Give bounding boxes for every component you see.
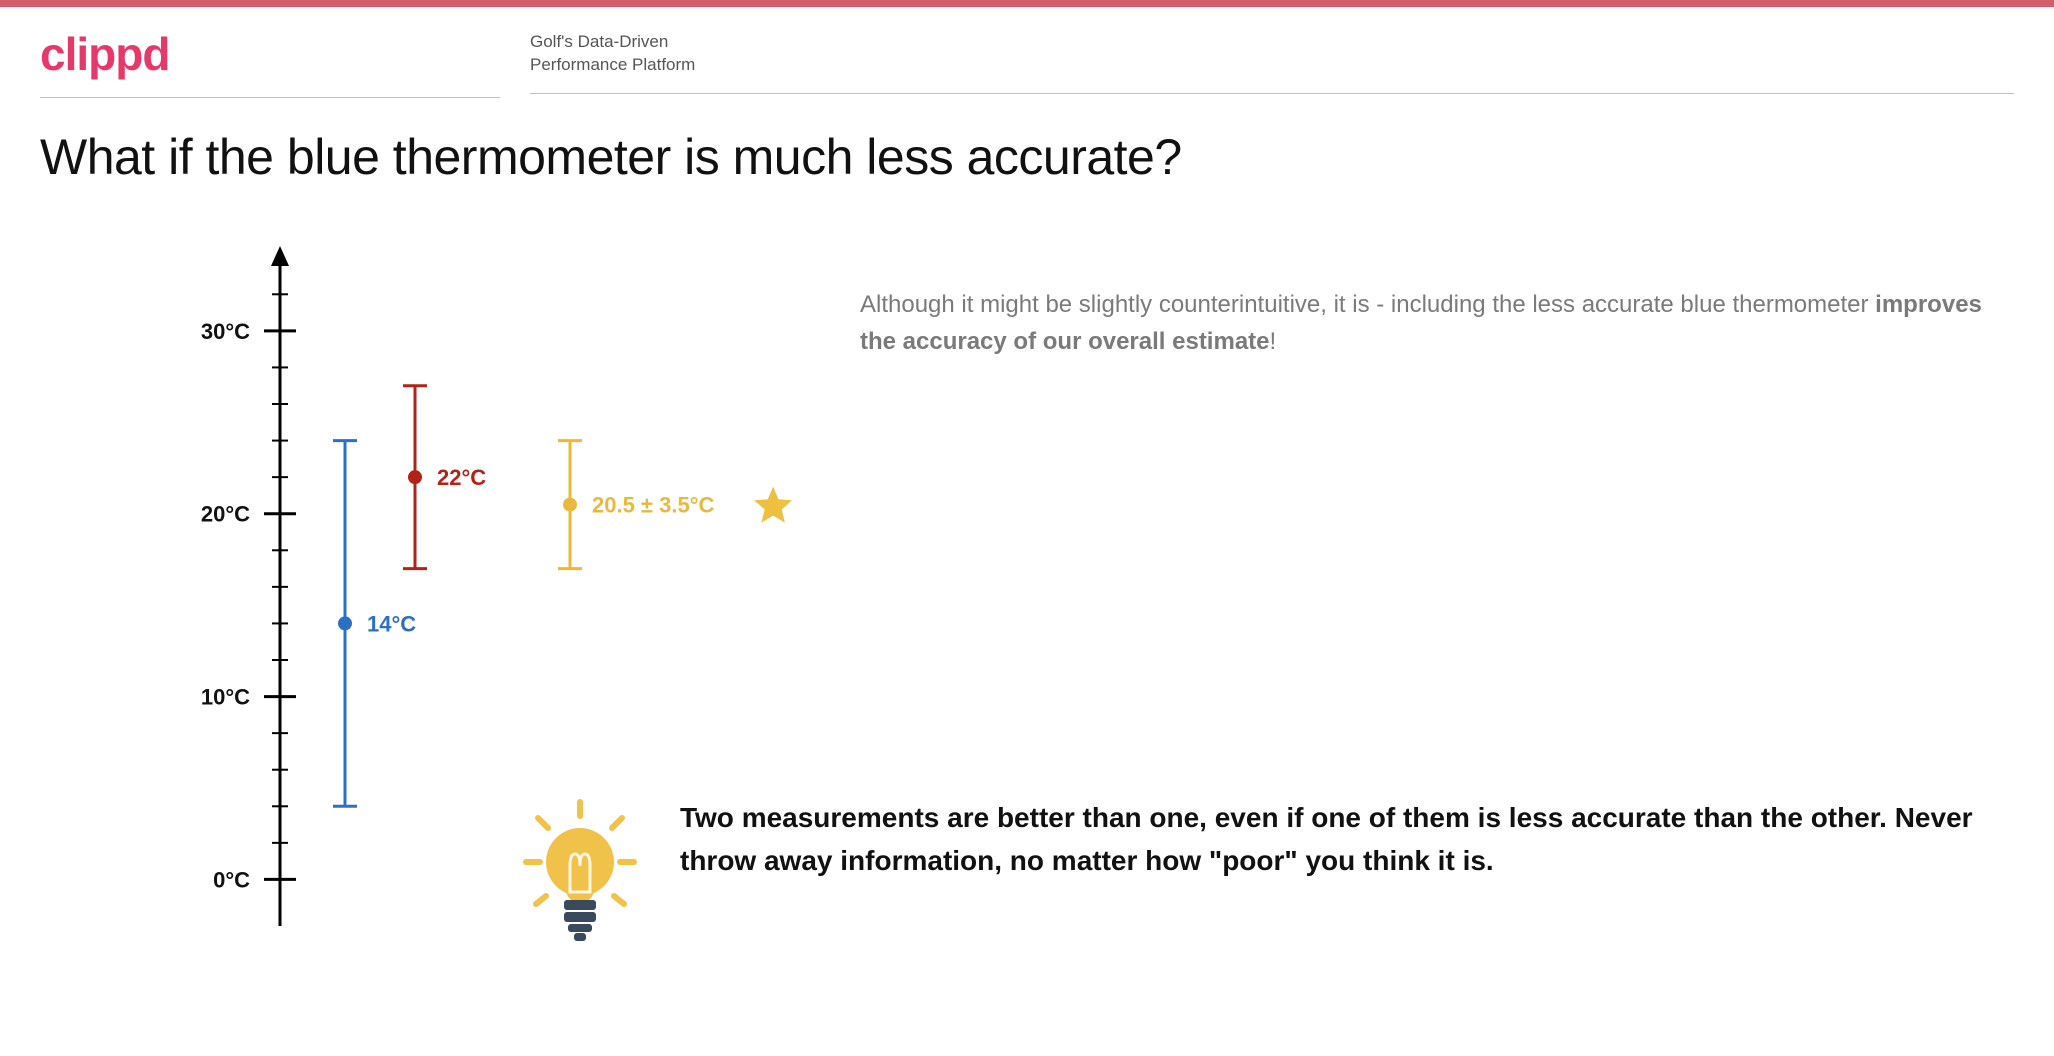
svg-text:0°C: 0°C <box>213 867 250 892</box>
svg-text:20.5 ± 3.5°C: 20.5 ± 3.5°C <box>592 493 714 518</box>
svg-text:10°C: 10°C <box>201 685 250 710</box>
chart-column: 0°C 10°C 20°C 30°C 14°C 22°C 20.5 ± 3.5°C <box>40 236 820 956</box>
slide-title: What if the blue thermometer is much les… <box>0 98 2054 196</box>
svg-text:20°C: 20°C <box>201 502 250 527</box>
brand-logo: clippd <box>40 27 500 81</box>
text-column: Although it might be slightly counterint… <box>860 236 2014 360</box>
svg-text:14°C: 14°C <box>367 611 416 636</box>
explanation-paragraph: Although it might be slightly counterint… <box>860 286 2014 360</box>
thermometer-chart: 0°C 10°C 20°C 30°C 14°C 22°C 20.5 ± 3.5°C <box>40 236 820 956</box>
tagline-container: Golf's Data-Driven Performance Platform <box>530 27 2014 94</box>
logo-container: clippd <box>40 27 500 98</box>
header: clippd Golf's Data-Driven Performance Pl… <box>0 7 2054 98</box>
svg-text:30°C: 30°C <box>201 319 250 344</box>
takeaway-text: Two measurements are better than one, ev… <box>680 796 2014 883</box>
top-accent-bar <box>0 0 2054 7</box>
svg-text:22°C: 22°C <box>437 465 486 490</box>
tagline: Golf's Data-Driven Performance Platform <box>530 31 2014 77</box>
